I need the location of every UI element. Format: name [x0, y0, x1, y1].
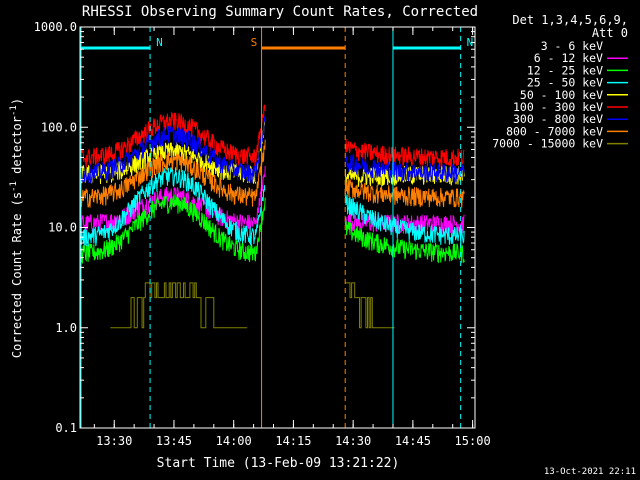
legend-label: 6 - 12 keV [534, 51, 603, 65]
series-line [79, 166, 266, 247]
series-line [344, 152, 465, 183]
x-axis: 13:30 13:45 14:00 14:15 14:30 14:45 15:00 [93, 27, 491, 448]
series-line [79, 193, 266, 264]
flag-label: S [251, 36, 258, 49]
legend-header-attenuator: Att 0 [592, 26, 628, 40]
x-tick-label: 14:15 [275, 434, 311, 448]
y-tick-label: 0.1 [55, 421, 77, 435]
y-tick-label: 100.0 [41, 120, 77, 134]
legend-label: 100 - 300 keV [513, 100, 603, 114]
series-line [345, 282, 395, 329]
legend-label: 300 - 800 keV [513, 112, 603, 126]
series-line [79, 205, 266, 275]
series-line [344, 212, 465, 235]
x-tick-label: 13:30 [96, 434, 132, 448]
series-line [79, 116, 266, 184]
legend-label: 50 - 100 keV [520, 88, 603, 102]
y-tick-label: 1000.0 [34, 20, 77, 34]
footer-timestamp: 13-Oct-2021 22:11 [544, 467, 636, 477]
series-line [344, 193, 465, 246]
series-line [110, 282, 248, 329]
series-line [79, 139, 266, 208]
flag-label: N [156, 36, 163, 49]
y-axis-label: Corrected Count Rate (s-1 detector-1) [9, 98, 24, 358]
chart-title: RHESSI Observing Summary Count Rates, Co… [82, 4, 478, 20]
legend-label: 12 - 25 keV [527, 63, 603, 77]
x-tick-label: 14:45 [395, 434, 431, 448]
y-tick-label: 1.0 [55, 321, 77, 335]
series-line [344, 177, 465, 208]
y-axis: 0.1 1.0 10.0 100.0 1000.0 [34, 20, 475, 435]
flag-label: N [467, 36, 474, 49]
x-tick-label: 15:00 [455, 434, 491, 448]
x-tick-label: 13:45 [156, 434, 192, 448]
legend-header-detectors: Det 1,3,4,5,6,9, [512, 13, 628, 27]
series-line [344, 220, 465, 264]
legend-label: 25 - 50 keV [527, 76, 603, 90]
legend-label: 3 - 6 keV [541, 39, 603, 53]
series-line [344, 138, 465, 168]
x-axis-label: Start Time (13-Feb-09 13:21:22) [157, 456, 400, 471]
legend-label: 7000 - 15000 keV [492, 137, 603, 151]
x-tick-label: 14:00 [216, 434, 252, 448]
y-tick-label: 10.0 [48, 221, 77, 235]
x-tick-label: 14:30 [335, 434, 371, 448]
legend-label: 800 - 7000 keV [506, 124, 603, 138]
